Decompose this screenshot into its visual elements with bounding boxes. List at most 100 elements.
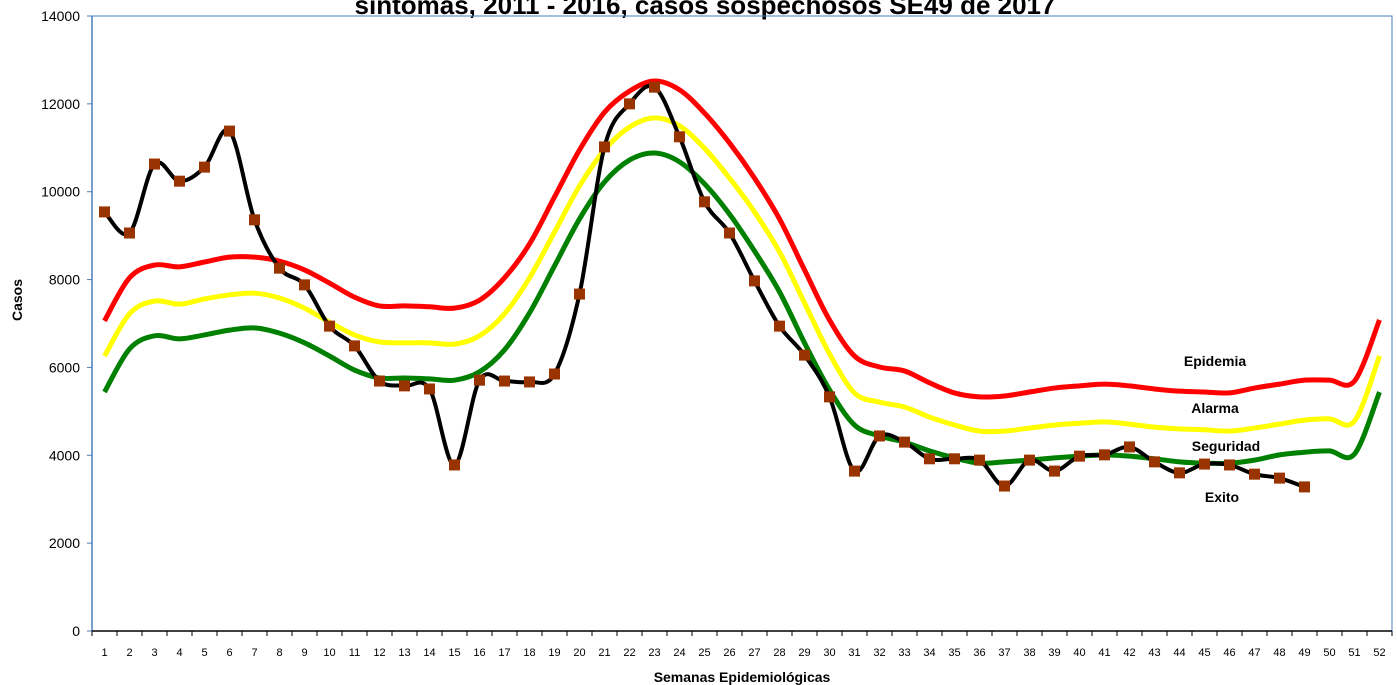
data-marker (249, 214, 260, 226)
x-tick-label: 20 (573, 647, 585, 659)
data-marker (999, 480, 1010, 492)
data-marker (299, 279, 310, 291)
series-line (102, 115, 1382, 435)
y-tick-label: 8000 (49, 272, 80, 288)
x-tick-label: 7 (251, 647, 257, 659)
x-tick-label: 10 (323, 647, 335, 659)
data-marker (849, 465, 860, 477)
x-tick-label: 52 (1373, 647, 1385, 659)
data-marker (99, 206, 110, 218)
data-marker (124, 227, 135, 239)
series-line (102, 150, 1382, 466)
data-marker (924, 453, 935, 465)
x-tick-label: 29 (798, 647, 810, 659)
x-tick-label: 40 (1073, 647, 1085, 659)
x-tick-label: 26 (723, 647, 735, 659)
x-tick-label: 18 (523, 647, 535, 659)
x-tick-label: 31 (848, 647, 860, 659)
x-tick-label: 16 (473, 647, 485, 659)
x-tick-label: 24 (673, 647, 685, 659)
data-marker (724, 227, 735, 239)
data-marker (824, 391, 835, 403)
x-axis-label: Semanas Epidemiológicas (654, 669, 831, 685)
x-tick-label: 35 (948, 647, 960, 659)
x-tick-label: 46 (1223, 647, 1235, 659)
x-tick-label: 22 (623, 647, 635, 659)
data-marker (949, 453, 960, 465)
data-marker (799, 349, 810, 361)
y-tick-label: 14000 (41, 8, 80, 24)
x-tick-label: 30 (823, 647, 835, 659)
y-tick-label: 4000 (49, 447, 80, 463)
y-tick-label: 2000 (49, 535, 80, 551)
x-tick-label: 33 (898, 647, 910, 659)
zone-label: Exito (1205, 489, 1239, 505)
y-tick-label: 10000 (41, 184, 80, 200)
x-tick-label: 32 (873, 647, 885, 659)
zone-label: Epidemia (1184, 353, 1246, 369)
data-marker (574, 288, 585, 300)
data-marker (624, 98, 635, 110)
x-tick-label: 12 (373, 647, 385, 659)
zone-label: Seguridad (1192, 438, 1260, 454)
data-marker (524, 376, 535, 388)
x-tick-label: 50 (1323, 647, 1335, 659)
x-tick-label: 43 (1148, 647, 1160, 659)
x-tick-label: 19 (548, 647, 560, 659)
x-tick-label: 34 (923, 647, 935, 659)
x-tick-label: 3 (151, 647, 157, 659)
data-marker (1199, 458, 1210, 470)
data-marker (474, 374, 485, 386)
data-marker (1099, 449, 1110, 461)
data-marker (424, 383, 435, 395)
x-tick-label: 37 (998, 647, 1010, 659)
x-tick-label: 45 (1198, 647, 1210, 659)
x-tick-label: 9 (301, 647, 307, 659)
y-tick-label: 6000 (49, 359, 80, 375)
x-tick-label: 47 (1248, 647, 1260, 659)
x-tick-label: 4 (176, 647, 182, 659)
x-tick-label: 44 (1173, 647, 1185, 659)
data-marker (874, 430, 885, 442)
data-marker (699, 196, 710, 208)
y-axis-label: Casos (9, 279, 25, 321)
data-marker (1149, 456, 1160, 468)
data-marker (274, 262, 285, 274)
data-marker (224, 125, 235, 137)
x-tick-label: 2 (126, 647, 132, 659)
chart-title: síntomas, 2011 - 2016, casos sospechosos… (355, 0, 1056, 20)
data-marker (1224, 459, 1235, 471)
zone-label: Alarma (1191, 400, 1239, 416)
data-marker (1124, 441, 1135, 453)
data-marker (1274, 472, 1285, 484)
data-marker (1074, 450, 1085, 462)
y-tick-label: 12000 (41, 96, 80, 112)
x-tick-label: 6 (226, 647, 232, 659)
data-marker (349, 340, 360, 352)
data-marker (374, 375, 385, 387)
data-marker (1024, 454, 1035, 466)
data-marker (749, 275, 760, 287)
plot-frame (91, 15, 1393, 632)
x-tick-label: 8 (276, 647, 282, 659)
x-tick-label: 49 (1298, 647, 1310, 659)
x-tick-label: 15 (448, 647, 460, 659)
x-tick-label: 14 (423, 647, 435, 659)
data-marker (774, 320, 785, 332)
x-tick-label: 13 (398, 647, 410, 659)
data-marker (899, 436, 910, 448)
data-marker (599, 141, 610, 153)
data-marker (324, 320, 335, 332)
x-tick-label: 38 (1023, 647, 1035, 659)
x-tick-label: 28 (773, 647, 785, 659)
x-tick-label: 11 (349, 647, 360, 659)
x-tick-label: 36 (973, 647, 985, 659)
series-line (102, 78, 1382, 400)
data-marker (399, 380, 410, 392)
x-tick-label: 1 (101, 647, 107, 659)
data-marker (649, 81, 660, 93)
data-marker (449, 459, 460, 471)
x-tick-label: 27 (748, 647, 760, 659)
data-marker (674, 131, 685, 143)
